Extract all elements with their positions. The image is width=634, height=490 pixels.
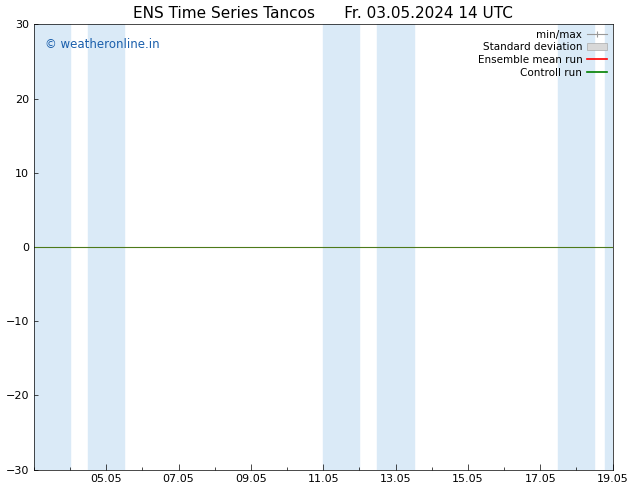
Bar (559, 24, 595, 469)
Bar (323, 24, 359, 469)
Bar (377, 24, 413, 469)
Bar (605, 24, 612, 469)
Title: ENS Time Series Tancos      Fr. 03.05.2024 14 UTC: ENS Time Series Tancos Fr. 03.05.2024 14… (133, 5, 513, 21)
Bar (34, 24, 70, 469)
Legend: min/max, Standard deviation, Ensemble mean run, Controll run: min/max, Standard deviation, Ensemble me… (474, 26, 611, 81)
Bar (88, 24, 124, 469)
Text: © weatheronline.in: © weatheronline.in (46, 38, 160, 51)
